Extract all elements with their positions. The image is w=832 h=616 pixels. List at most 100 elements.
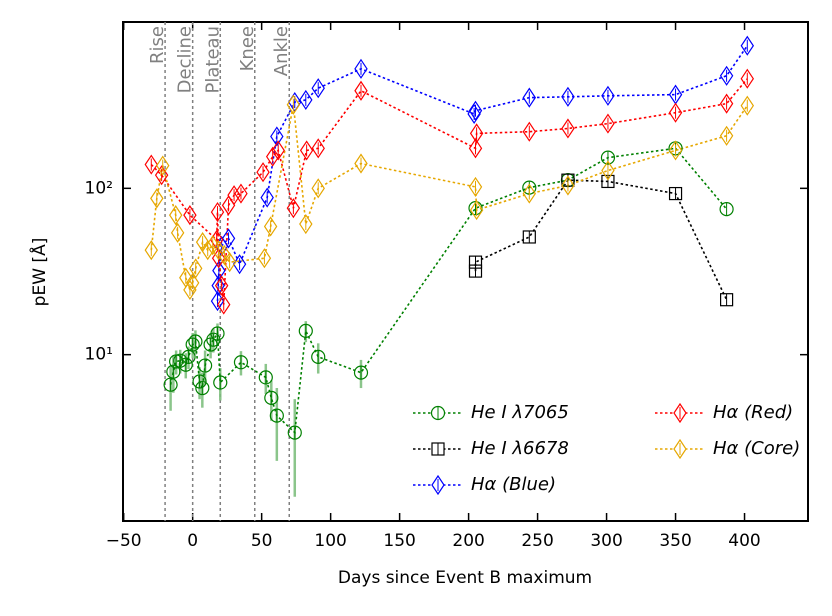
marker [197, 358, 213, 373]
data-point [233, 355, 249, 370]
data-point [522, 183, 537, 204]
marker [354, 80, 368, 101]
marker [195, 380, 210, 396]
data-point [353, 365, 369, 380]
data-point [269, 408, 284, 423]
marker [144, 240, 159, 261]
marker [221, 228, 236, 249]
marker [154, 165, 169, 186]
data-point [522, 230, 536, 244]
data-point [467, 103, 481, 125]
marker [270, 126, 284, 147]
data-point [168, 205, 183, 226]
marker [601, 113, 615, 134]
marker [522, 121, 537, 142]
y-axis-label: pEW [Å] [28, 238, 50, 307]
marker [144, 154, 159, 175]
marker [740, 95, 755, 116]
marker [311, 78, 325, 99]
marker [156, 155, 170, 176]
data-point [311, 78, 325, 99]
marker [522, 87, 537, 108]
data-point [232, 254, 247, 275]
marker [168, 205, 183, 226]
data-point [181, 349, 196, 364]
y-tick-label: 10¹ [85, 345, 113, 365]
marker [719, 93, 734, 114]
data-point [601, 85, 615, 106]
marker [740, 35, 755, 56]
data-point [264, 390, 279, 405]
data-point [354, 58, 368, 79]
data-point [561, 118, 575, 139]
marker [601, 85, 615, 106]
data-point [287, 425, 302, 440]
data-point [270, 126, 284, 147]
marker [468, 100, 483, 121]
marker [211, 275, 225, 296]
data-point [234, 183, 248, 204]
legend-label: Hα (Blue) [471, 474, 556, 495]
data-point [188, 258, 203, 279]
data-point [154, 165, 169, 186]
marker [668, 102, 683, 123]
data-point [170, 222, 185, 243]
data-point [221, 228, 236, 249]
marker [522, 183, 537, 204]
marker [258, 370, 273, 385]
marker [600, 150, 616, 165]
data-point [311, 178, 325, 199]
marker [264, 390, 279, 405]
marker [150, 188, 164, 209]
data-point [468, 138, 483, 159]
data-point [468, 100, 483, 121]
marker [178, 357, 193, 372]
data-point [601, 160, 615, 181]
data-point [311, 349, 326, 364]
data-point [256, 162, 270, 183]
marker [183, 279, 197, 301]
marker [468, 138, 483, 159]
data-point [183, 279, 197, 301]
marker [311, 349, 326, 364]
series-line [474, 179, 728, 301]
data-point [719, 125, 734, 146]
data-point [719, 65, 734, 86]
data-point [214, 275, 229, 296]
data-point [299, 89, 313, 111]
data-point [183, 205, 197, 226]
data-point [719, 202, 734, 217]
data-point [354, 80, 368, 101]
marker [263, 216, 278, 237]
legend-label: Hα (Red) [713, 402, 793, 423]
marker [200, 240, 215, 261]
data-point [156, 155, 170, 176]
marker [719, 202, 734, 217]
phase-label: Decline [175, 26, 196, 93]
data-point [288, 92, 302, 113]
data-point [561, 86, 575, 107]
marker [260, 187, 274, 208]
marker [183, 205, 197, 226]
x-tick-label: 350 [659, 531, 691, 551]
marker [561, 175, 575, 196]
data-point [144, 154, 159, 175]
data-point [719, 93, 734, 114]
data-point [192, 374, 207, 389]
series-line [216, 45, 748, 302]
marker [211, 240, 226, 261]
marker [185, 337, 200, 352]
marker [212, 260, 226, 281]
marker [210, 326, 225, 341]
marker [256, 162, 270, 183]
marker [257, 248, 272, 269]
marker [354, 153, 368, 174]
marker [214, 275, 229, 296]
marker [269, 408, 284, 423]
marker [601, 160, 615, 181]
marker [719, 65, 734, 86]
data-point [668, 186, 683, 201]
marker [286, 94, 301, 115]
x-tick-label: 400 [728, 531, 760, 551]
data-point [668, 84, 683, 105]
